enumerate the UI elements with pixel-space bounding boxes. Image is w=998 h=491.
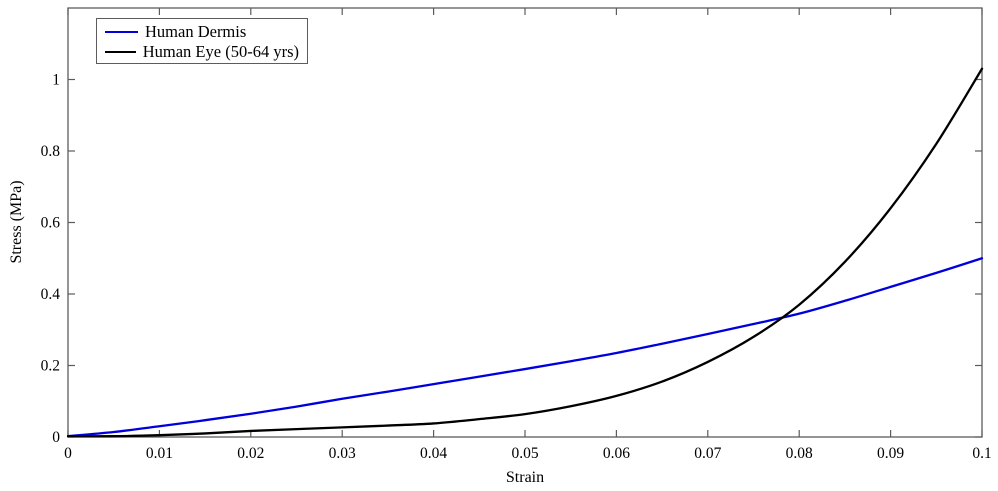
x-tick-label: 0.09 bbox=[877, 445, 904, 462]
x-tick-label: 0.08 bbox=[786, 445, 813, 462]
axes-frame bbox=[67, 7, 983, 438]
x-tick-label: 0.06 bbox=[603, 445, 630, 462]
x-tick-label: 0.03 bbox=[329, 445, 356, 462]
legend-label: Human Eye (50-64 yrs) bbox=[142, 42, 299, 61]
legend: Human Dermis Human Eye (50-64 yrs) bbox=[96, 18, 308, 64]
legend-line-sample-human-dermis bbox=[105, 31, 138, 33]
legend-label: Human Dermis bbox=[145, 22, 247, 41]
x-tick-label: 0.1 bbox=[972, 445, 991, 462]
x-tick-label: 0.02 bbox=[237, 445, 264, 462]
legend-line-sample-human-eye bbox=[105, 51, 136, 53]
x-tick-label: 0.05 bbox=[511, 445, 538, 462]
y-tick-label: 0.2 bbox=[41, 358, 60, 375]
y-tick-label: 1 bbox=[52, 72, 60, 89]
x-axis-title: Strain bbox=[505, 469, 545, 486]
legend-entry-human-dermis: Human Dermis bbox=[105, 22, 299, 42]
x-tick-label: 0 bbox=[64, 445, 72, 462]
x-tick-label: 0.01 bbox=[146, 445, 173, 462]
x-tick-label: 0.04 bbox=[420, 445, 447, 462]
series-line-human-eye-50-64-yrs bbox=[67, 67, 984, 438]
y-tick-label: 0 bbox=[52, 429, 60, 446]
y-tick-label: 0.4 bbox=[41, 286, 61, 303]
y-tick-label: 0.6 bbox=[41, 215, 61, 232]
legend-entry-human-eye: Human Eye (50-64 yrs) bbox=[105, 42, 299, 62]
y-tick-label: 0.8 bbox=[41, 143, 61, 160]
y-axis-title: Stress (MPa) bbox=[8, 180, 25, 264]
series-line-human-dermis bbox=[67, 257, 984, 438]
x-tick-label: 0.07 bbox=[694, 445, 721, 462]
